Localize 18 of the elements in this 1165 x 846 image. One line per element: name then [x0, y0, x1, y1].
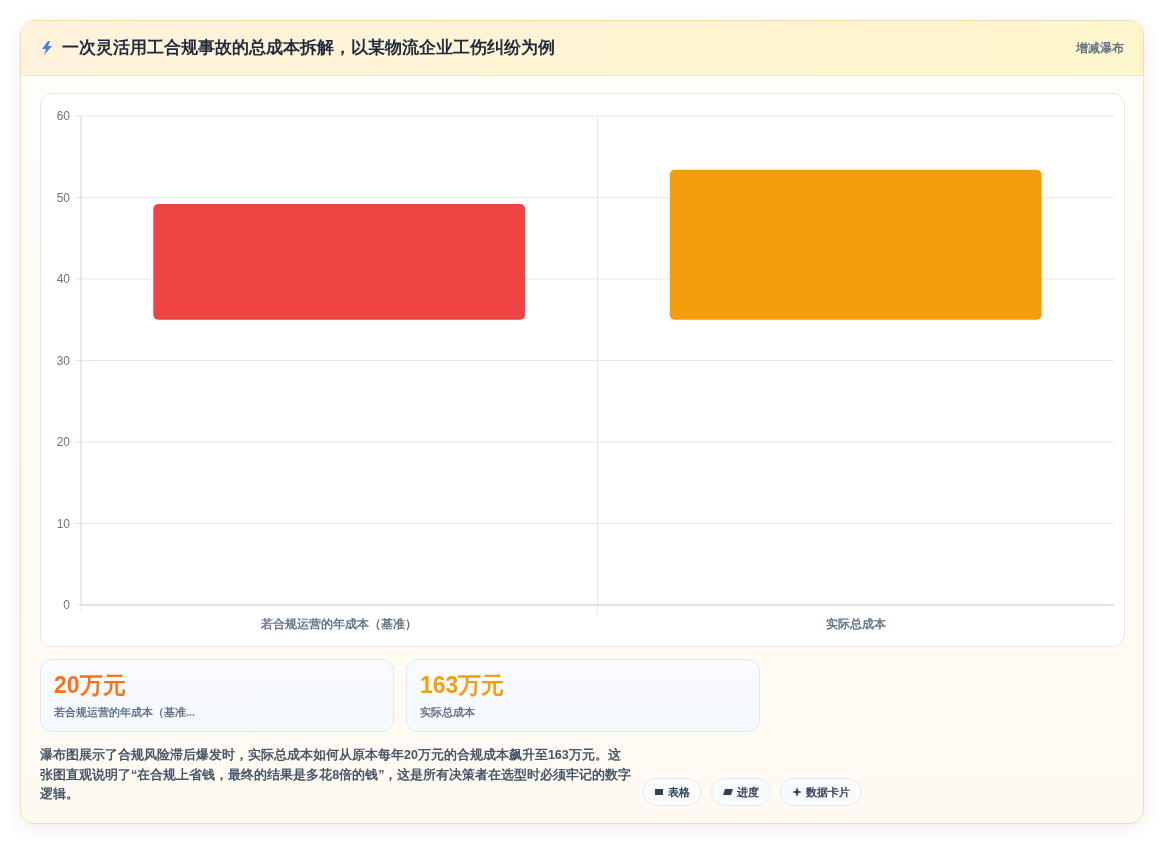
- text: 表格: [668, 785, 690, 799]
- y-tick-label: 10: [56, 516, 71, 531]
- text: 进度: [737, 785, 759, 799]
- y-tick-label: 30: [56, 353, 71, 368]
- y-tick-label: 20: [56, 435, 71, 449]
- text: 20万元: [54, 671, 126, 699]
- text: 163万元: [420, 671, 505, 699]
- text: 若合规运营的年成本（基准...: [54, 705, 196, 720]
- x-tick-label: 若合规运营的年成本（基准）: [260, 617, 418, 631]
- chart-title: 一次灵活用工合规事故的总成本拆解，以某物流企业工伤纠纷为例: [62, 37, 555, 59]
- text: 实际总成本: [420, 705, 475, 720]
- y-tick-label: 60: [56, 109, 71, 123]
- text: 瀑布图展示了合规风险滞后爆发时，实际总成本如何从原本每年20万元的合规成本飙升至163万元。这张图直观说明了“在合规上省钱，最终的结果是多花8倍的钱”，这是所有决策者在选型时必须牢记的数字逻辑。: [40, 747, 632, 803]
- y-tick-label: 0: [63, 598, 71, 612]
- text: 增减瀑布: [1076, 40, 1124, 56]
- y-tick-label: 40: [56, 272, 71, 286]
- y-tick-label: 50: [56, 190, 71, 205]
- text: 数据卡片: [806, 785, 850, 799]
